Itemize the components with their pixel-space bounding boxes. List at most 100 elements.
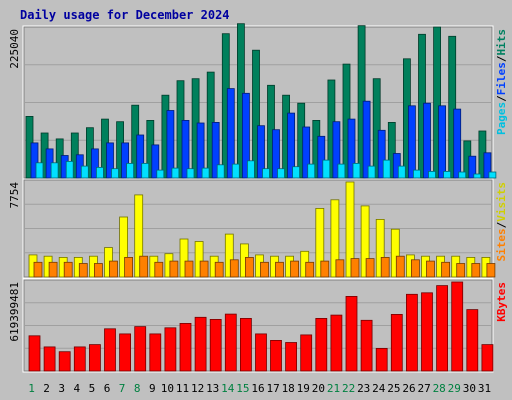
bar-kbytes: [345, 295, 358, 372]
series-visits: [28, 181, 491, 278]
bar-sites: [350, 258, 360, 278]
bar-pages: [126, 162, 134, 179]
bar-sites: [184, 260, 194, 278]
bar-kbytes: [28, 335, 41, 372]
bar-kbytes: [255, 333, 267, 372]
bar-files: [407, 105, 416, 179]
bar-kbytes: [119, 333, 131, 372]
bar-kbytes: [330, 314, 343, 372]
bar-pages: [262, 168, 270, 179]
bar-kbytes: [194, 316, 207, 372]
x-tick-label: 24: [372, 382, 386, 395]
bar-files: [30, 142, 39, 179]
bar-sites: [456, 263, 466, 278]
panel-frame-highlight: [22, 178, 494, 279]
bar-kbytes: [270, 339, 282, 372]
bar-pages: [277, 168, 285, 179]
legend-item-files: Files: [495, 62, 508, 95]
bar-pages: [382, 159, 391, 179]
bar-files: [423, 102, 431, 179]
x-tick-label: 29: [448, 382, 461, 395]
bar-kbytes: [149, 333, 162, 372]
bar-visits: [330, 199, 340, 278]
bar-sites: [229, 259, 239, 278]
x-tick-label: 2: [43, 382, 50, 395]
bar-pages: [171, 167, 180, 179]
x-tick-label: 11: [176, 382, 189, 395]
bar-sites: [426, 260, 435, 278]
bar-kbytes: [451, 281, 464, 372]
bar-files: [438, 105, 447, 179]
bar-kbytes: [104, 328, 116, 372]
bar-pages: [141, 162, 150, 179]
x-axis-day-labels: 1 2 3 4 5 6 7 8 9 10 11 12 13 14 15 16 17 18 19 20 21 22 23 24 2…: [28, 382, 491, 395]
x-tick-label: 27: [417, 382, 430, 395]
bar-files: [272, 129, 280, 179]
bar-files: [302, 126, 311, 179]
x-tick-label: 6: [104, 382, 111, 395]
bar-files: [166, 110, 175, 179]
x-tick-label: 30: [463, 382, 476, 395]
x-tick-label: 28: [433, 382, 446, 395]
x-tick-label: 8: [134, 382, 141, 395]
x-tick-label: 22: [342, 382, 355, 395]
bar-kbytes: [375, 347, 388, 372]
series-files: [30, 88, 492, 179]
bar-kbytes: [390, 313, 403, 372]
bar-files: [181, 120, 190, 179]
x-tick-label: 14: [221, 382, 235, 395]
bar-hits: [387, 122, 396, 179]
legend-item-hits: Hits: [495, 29, 508, 56]
x-tick-label: 5: [89, 382, 96, 395]
bar-visits: [345, 181, 355, 278]
bar-sites: [154, 261, 164, 278]
bar-sites: [260, 261, 269, 278]
x-tick-label: 17: [266, 382, 279, 395]
x-tick-label: 1: [28, 382, 35, 395]
bar-kbytes: [164, 327, 177, 372]
y-max-label: 619399481: [8, 282, 21, 342]
bar-pages: [322, 159, 331, 179]
bar-pages: [397, 165, 406, 179]
x-tick-label: 7: [119, 382, 126, 395]
bar-pages: [216, 164, 225, 179]
legend-item-visits: Visits: [495, 182, 508, 222]
bar-pages: [111, 168, 119, 179]
bar-pages: [156, 169, 165, 179]
bar-sites: [380, 256, 390, 278]
bar-visits: [194, 241, 204, 278]
bar-visits: [179, 238, 189, 278]
bar-files: [317, 135, 326, 179]
bar-pages: [443, 170, 452, 179]
bar-visits: [390, 228, 400, 278]
bar-pages: [231, 163, 240, 179]
bar-files: [151, 144, 160, 179]
bar-pages: [458, 171, 467, 179]
bar-kbytes: [58, 351, 71, 372]
x-tick-label: 26: [402, 382, 415, 395]
x-tick-label: 18: [282, 382, 295, 395]
bar-pages: [412, 169, 421, 179]
bar-sites: [109, 260, 118, 278]
bar-kbytes: [436, 285, 449, 372]
x-tick-label: 15: [236, 382, 249, 395]
x-tick-label: 16: [251, 382, 264, 395]
bar-kbytes: [89, 344, 101, 372]
bar-sites: [471, 263, 481, 278]
y-max-label: 225040: [8, 29, 21, 69]
legend-bottom: KBytes: [495, 282, 508, 322]
bar-pages: [96, 166, 104, 179]
bar-sites: [48, 261, 58, 278]
bar-files: [211, 122, 220, 179]
bar-pages: [35, 162, 44, 179]
bar-pages: [352, 162, 361, 179]
bar-files: [362, 100, 371, 179]
bar-visits: [360, 205, 370, 278]
x-tick-label: 23: [357, 382, 370, 395]
bar-files: [241, 92, 250, 179]
series-kbytes: [28, 281, 494, 372]
bar-visits: [315, 207, 325, 278]
bar-pages: [367, 165, 376, 179]
series-pages: [35, 159, 497, 179]
